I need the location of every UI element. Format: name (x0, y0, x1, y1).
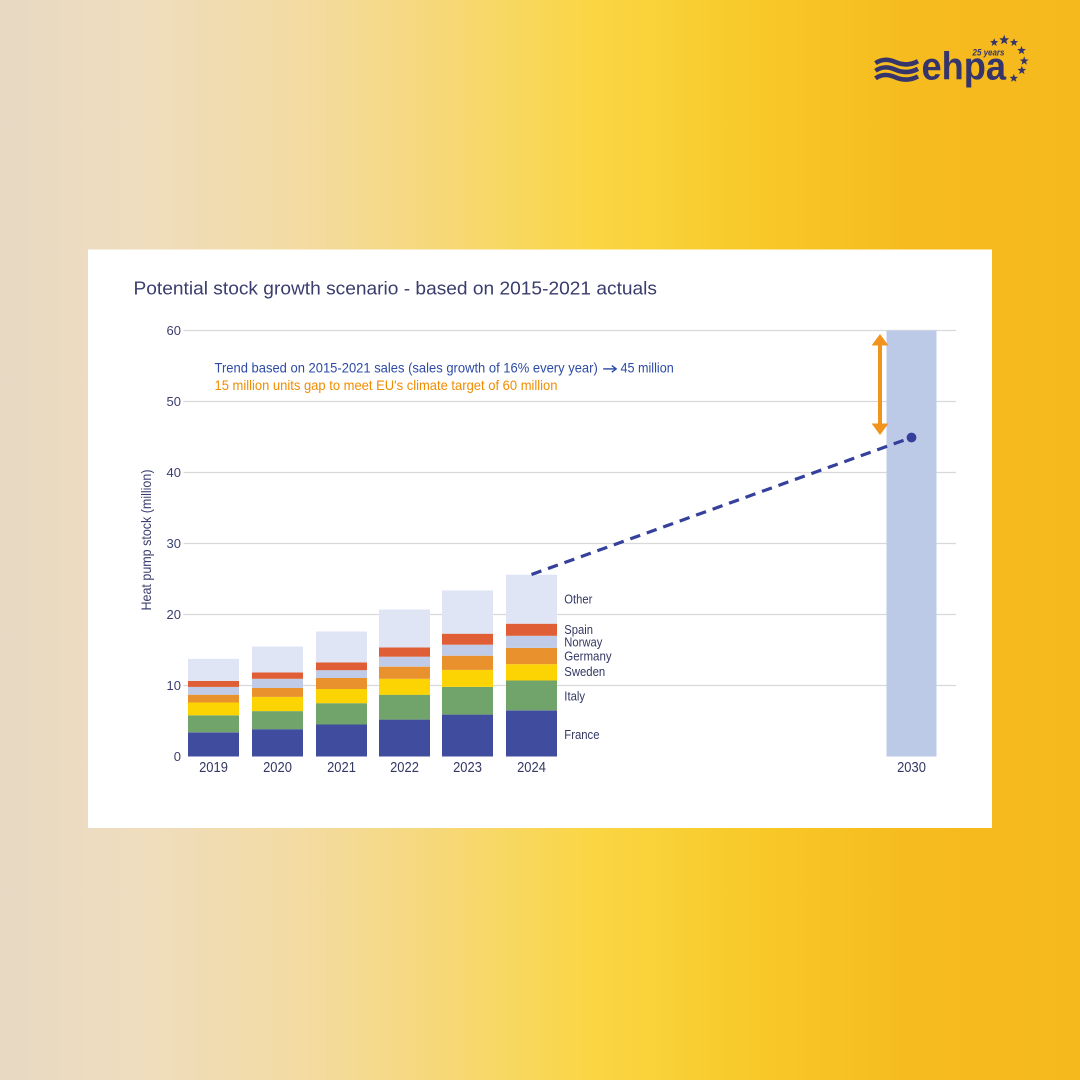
svg-text:50: 50 (167, 394, 181, 409)
svg-text:Other: Other (564, 593, 592, 607)
svg-text:30: 30 (167, 536, 181, 551)
svg-text:Italy: Italy (564, 690, 585, 704)
svg-text:Germany: Germany (564, 649, 612, 663)
svg-text:Sweden: Sweden (564, 665, 605, 679)
svg-text:40: 40 (167, 465, 181, 480)
svg-text:2020: 2020 (263, 760, 292, 776)
svg-text:ehpa: ehpa (922, 45, 1007, 88)
svg-text:2030: 2030 (897, 760, 926, 776)
svg-text:2023: 2023 (453, 760, 482, 776)
svg-text:2022: 2022 (390, 760, 419, 776)
svg-text:45 million: 45 million (621, 360, 674, 375)
svg-text:2019: 2019 (199, 760, 228, 776)
svg-text:10: 10 (167, 678, 181, 693)
svg-text:2024: 2024 (517, 760, 546, 776)
svg-text:Norway: Norway (564, 636, 603, 650)
svg-text:0: 0 (174, 749, 181, 764)
svg-text:Potential stock growth scenari: Potential stock growth scenario - based … (134, 278, 658, 299)
svg-text:2021: 2021 (327, 760, 356, 776)
svg-text:France: France (564, 728, 599, 742)
svg-text:Heat pump stock (million): Heat pump stock (million) (139, 470, 154, 611)
svg-text:Trend based on 2015-2021 sales: Trend based on 2015-2021 sales (sales gr… (215, 360, 598, 375)
svg-text:Spain: Spain (564, 623, 593, 637)
svg-text:60: 60 (167, 323, 181, 338)
svg-text:20: 20 (167, 607, 181, 622)
svg-text:15 million units gap to meet E: 15 million units gap to meet EU's climat… (215, 378, 558, 393)
svg-text:25 years: 25 years (972, 48, 1005, 58)
